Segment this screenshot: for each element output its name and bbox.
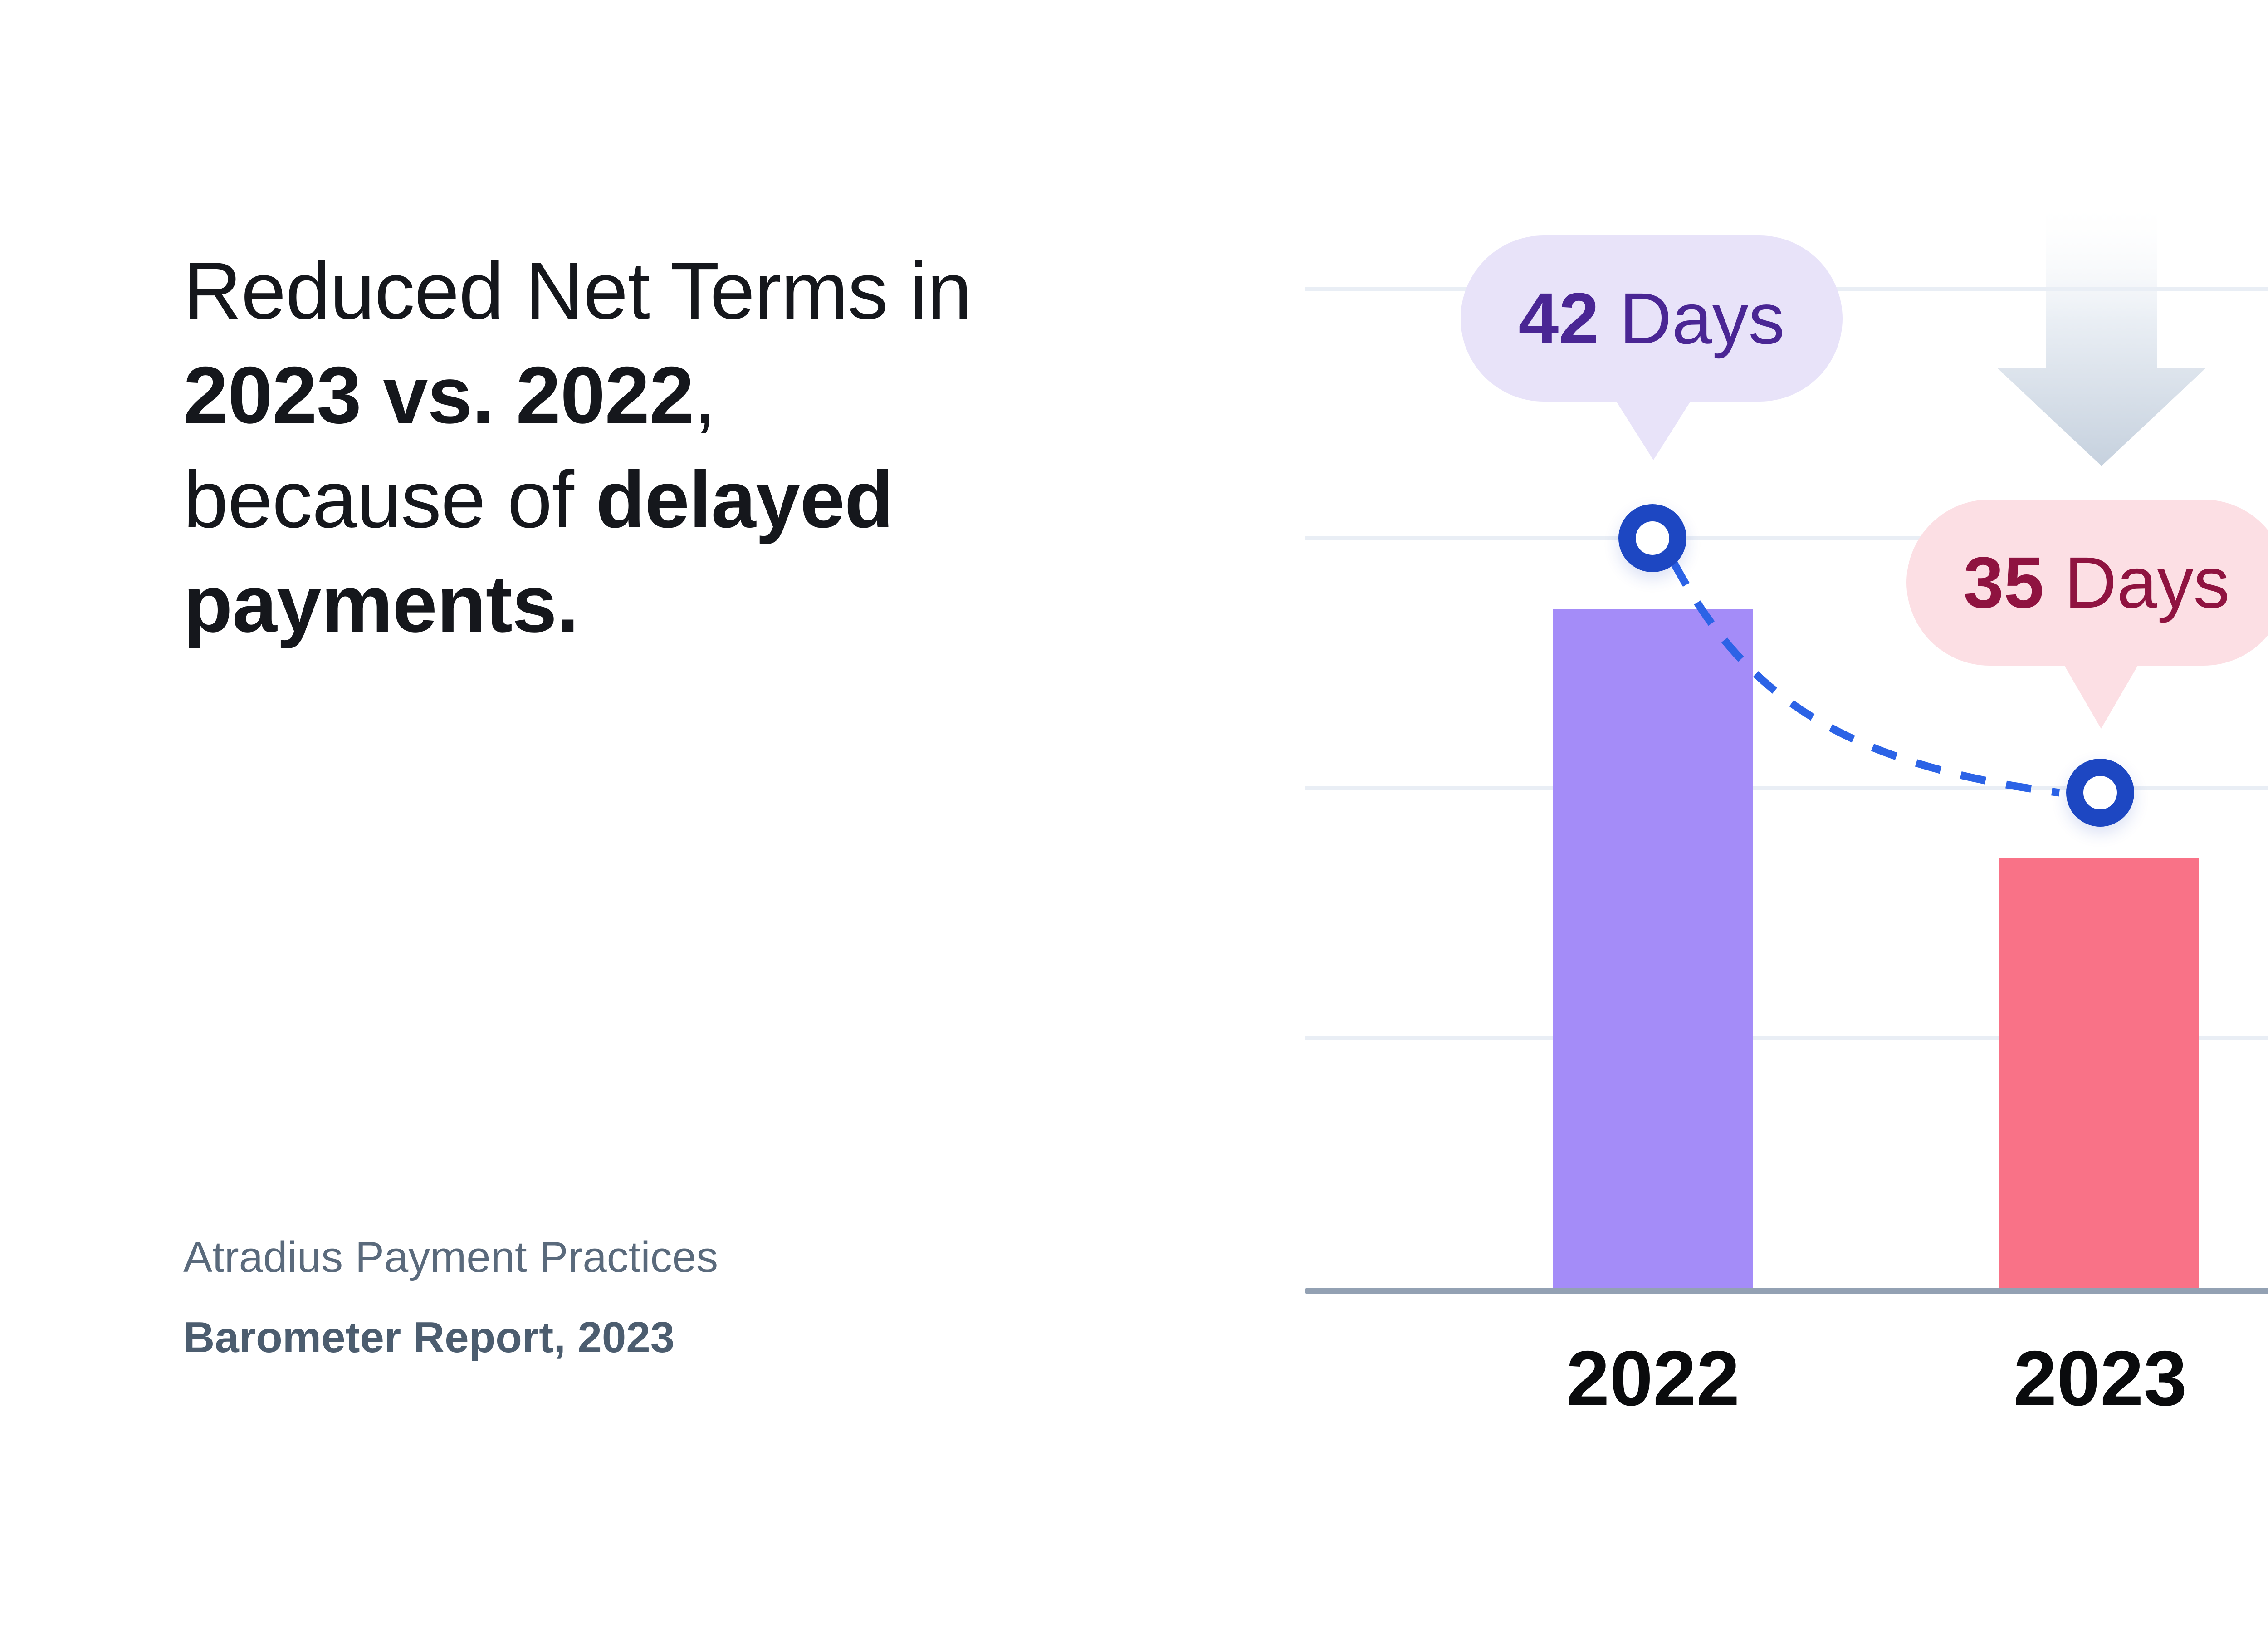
headline-bold-payments: payments. (183, 559, 579, 649)
headline-bold-delayed: delayed (596, 454, 894, 544)
headline-text: Reduced Net Terms in (183, 245, 972, 336)
x-axis-label-2023: 2023 (2013, 1335, 2187, 1422)
trend-dashed-line (1670, 560, 2060, 797)
gridline (1305, 1036, 2268, 1040)
bar-2022 (1553, 609, 1753, 1288)
headline-bold-years: 2023 vs. 2022 (183, 350, 694, 440)
headline-line-1: Reduced Net Terms in (183, 239, 972, 343)
source-line-2: Barometer Report, 2023 (183, 1313, 675, 1362)
headline-text: because of (183, 454, 596, 544)
gridline (1305, 786, 2268, 790)
headline-line-2: 2023 vs. 2022, (183, 343, 972, 447)
headline-comma: , (694, 350, 716, 440)
data-marker-2023 (2066, 759, 2134, 827)
bar-2023 (1999, 858, 2199, 1288)
source-line-1: Atradius Payment Practices (183, 1233, 719, 1281)
headline-line-3: because of delayed (183, 447, 972, 552)
x-axis-line (1305, 1288, 2268, 1294)
callout-bubble-2023: 35 Days (1906, 500, 2268, 666)
callout-unit-2022: Days (1619, 278, 1785, 359)
callout-unit-2023: Days (2064, 542, 2230, 623)
source-citation: Atradius Payment Practices Barometer Rep… (183, 1230, 718, 1365)
callout-value-2023: 35 (1963, 542, 2044, 623)
callout-value-2022: 42 (1518, 278, 1599, 359)
x-axis-label-2022: 2022 (1566, 1335, 1740, 1422)
gridline (1305, 536, 2268, 540)
page-title: Reduced Net Terms in 2023 vs. 2022, beca… (183, 239, 972, 656)
callout-bubble-2022: 42 Days (1461, 235, 1843, 402)
data-marker-2022 (1618, 504, 1686, 572)
headline-line-4: payments. (183, 552, 972, 656)
